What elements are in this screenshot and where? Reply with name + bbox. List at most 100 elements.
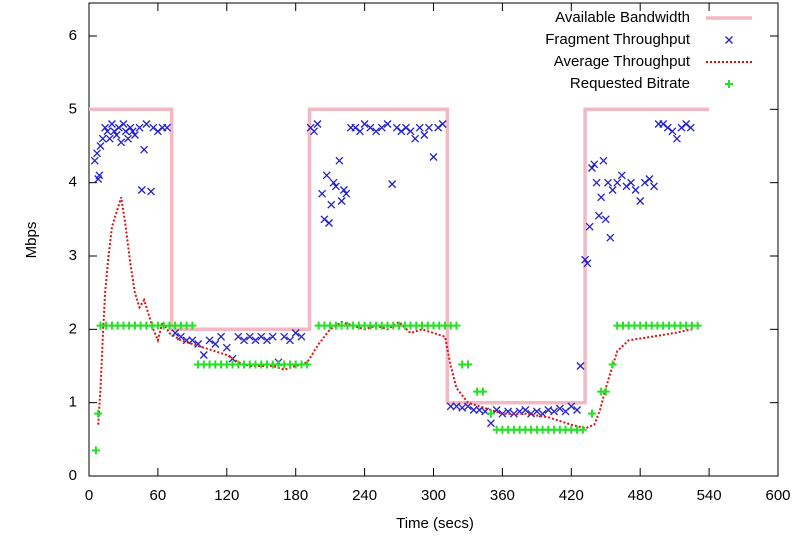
data-point xyxy=(108,120,116,128)
data-point xyxy=(318,189,327,198)
data-point xyxy=(297,332,306,341)
data-point xyxy=(478,387,487,396)
data-point xyxy=(601,387,610,396)
data-point xyxy=(257,332,266,341)
series-line xyxy=(89,107,710,405)
data-point xyxy=(597,193,606,202)
data-point xyxy=(585,222,594,231)
data-point xyxy=(458,403,467,412)
data-point xyxy=(677,123,686,132)
data-point xyxy=(135,123,144,132)
data-point xyxy=(211,340,220,348)
x-tick-label: 240 xyxy=(352,487,377,504)
data-point xyxy=(119,120,128,128)
data-point xyxy=(601,215,610,224)
x-tick-label: 600 xyxy=(765,487,790,504)
data-point xyxy=(90,156,99,165)
data-point xyxy=(140,145,149,154)
legend-label: Available Bandwidth xyxy=(555,9,690,26)
data-point xyxy=(91,446,100,455)
x-axis-label: Time (secs) xyxy=(396,515,474,532)
data-point xyxy=(604,178,613,187)
data-point xyxy=(429,153,438,161)
data-point xyxy=(636,197,645,205)
x-tick-label: 120 xyxy=(214,487,239,504)
x-tick-label: 420 xyxy=(559,487,584,504)
data-point xyxy=(105,134,114,143)
data-point xyxy=(592,178,601,187)
data-point xyxy=(424,123,433,132)
data-point xyxy=(98,134,107,143)
data-point xyxy=(112,131,121,139)
y-tick-label: 0 xyxy=(69,467,77,484)
x-tick-label: 60 xyxy=(150,487,167,504)
data-point xyxy=(452,321,461,330)
data-point xyxy=(339,186,348,194)
data-point xyxy=(234,332,243,341)
data-point xyxy=(527,409,536,418)
plot-border xyxy=(88,2,779,477)
data-point xyxy=(126,123,135,132)
data-point xyxy=(205,336,214,345)
data-point xyxy=(576,362,585,370)
data-point xyxy=(388,180,397,189)
data-point xyxy=(142,120,151,128)
data-point xyxy=(366,123,375,132)
data-point xyxy=(606,233,615,242)
y-tick-label: 6 xyxy=(69,27,77,44)
data-point xyxy=(280,332,289,341)
data-point xyxy=(329,178,338,187)
legend-label: Requested Bitrate xyxy=(570,75,690,92)
data-point xyxy=(356,127,364,136)
data-point xyxy=(93,149,101,158)
data-point xyxy=(313,120,322,128)
data-point xyxy=(406,127,415,136)
legend-swatch xyxy=(725,80,733,88)
data-point xyxy=(573,406,582,414)
data-point xyxy=(640,178,649,187)
data-point xyxy=(331,182,340,191)
data-point xyxy=(325,219,333,227)
data-point xyxy=(337,197,346,205)
data-point xyxy=(94,409,103,418)
data-point xyxy=(149,123,158,132)
data-point xyxy=(137,186,146,194)
data-point xyxy=(521,406,530,414)
data-point xyxy=(188,336,197,345)
data-point xyxy=(668,127,677,136)
data-point xyxy=(452,402,461,411)
x-tick-label: 360 xyxy=(490,487,515,504)
data-point xyxy=(182,336,191,345)
data-point xyxy=(322,171,331,180)
data-point xyxy=(627,178,635,187)
data-point xyxy=(578,425,587,434)
data-point xyxy=(383,120,392,128)
data-point xyxy=(372,127,381,136)
data-point xyxy=(645,175,654,183)
data-point xyxy=(320,215,329,224)
data-point xyxy=(608,360,617,369)
data-point xyxy=(130,131,139,139)
y-tick-label: 3 xyxy=(69,247,77,264)
data-point xyxy=(650,182,658,191)
data-point xyxy=(617,171,626,180)
data-point xyxy=(663,123,672,132)
data-point xyxy=(532,407,541,416)
data-point xyxy=(377,123,386,132)
data-point xyxy=(103,127,112,136)
data-point xyxy=(608,186,617,194)
data-point xyxy=(401,123,410,132)
data-point xyxy=(599,156,608,165)
x-tick-label: 0 xyxy=(85,487,93,504)
data-point xyxy=(188,321,197,330)
data-point xyxy=(631,186,640,194)
data-point xyxy=(291,329,300,337)
x-tick-label: 300 xyxy=(421,487,446,504)
legend-swatch xyxy=(725,36,733,44)
data-point xyxy=(588,164,596,172)
data-point xyxy=(285,336,294,345)
data-point xyxy=(251,336,260,345)
data-point xyxy=(199,351,208,359)
data-point xyxy=(486,409,495,418)
